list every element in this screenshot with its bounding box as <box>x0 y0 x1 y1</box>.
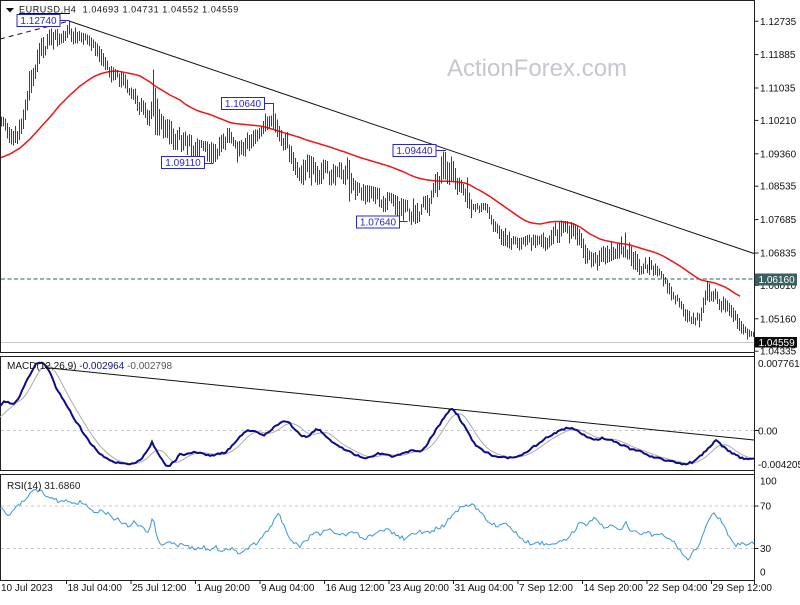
svg-text:29 Sep 12:00: 29 Sep 12:00 <box>713 583 773 594</box>
svg-text:RSI(14) 31.6860: RSI(14) 31.6860 <box>7 481 81 492</box>
svg-text:0.00: 0.00 <box>758 427 778 438</box>
svg-text:1.10210: 1.10210 <box>760 116 797 127</box>
svg-text:1.08535: 1.08535 <box>760 182 797 193</box>
svg-text:1.06010: 1.06010 <box>760 281 797 292</box>
svg-text:0: 0 <box>760 568 766 579</box>
svg-text:1.12740: 1.12740 <box>20 16 57 27</box>
svg-text:1.04335: 1.04335 <box>760 347 797 358</box>
svg-text:1.12735: 1.12735 <box>760 17 797 28</box>
svg-text:1.07640: 1.07640 <box>360 218 397 229</box>
svg-text:16 Aug 12:00: 16 Aug 12:00 <box>326 583 385 594</box>
svg-text:1.05160: 1.05160 <box>760 314 797 325</box>
svg-text:1.10640: 1.10640 <box>225 99 262 110</box>
svg-text:EURUSD,H4 1.04693 1.04731 1.0: EURUSD,H4 1.04693 1.04731 1.04552 1.0455… <box>19 5 239 15</box>
svg-text:18 Jul 04:00: 18 Jul 04:00 <box>68 583 123 594</box>
svg-text:25 Jul 12:00: 25 Jul 12:00 <box>132 583 187 594</box>
svg-text:1.09110: 1.09110 <box>165 158 201 169</box>
svg-text:7 Sep 12:00: 7 Sep 12:00 <box>519 583 573 594</box>
svg-text:1.04559: 1.04559 <box>759 338 796 349</box>
svg-text:1 Aug 20:00: 1 Aug 20:00 <box>197 583 251 594</box>
svg-text:10 Jul 2023: 10 Jul 2023 <box>1 583 53 594</box>
svg-text:23 Aug 20:00: 23 Aug 20:00 <box>390 583 449 594</box>
svg-text:30: 30 <box>760 544 772 555</box>
svg-text:-0.004205: -0.004205 <box>758 460 800 471</box>
svg-text:0.007761: 0.007761 <box>758 359 800 370</box>
svg-text:ActionForex.com: ActionForex.com <box>447 55 627 82</box>
svg-text:MACD(12,26,9) -0.002964 -0.002: MACD(12,26,9) -0.002964 -0.002798 <box>7 361 173 372</box>
svg-text:70: 70 <box>760 502 772 513</box>
svg-text:22 Sep 04:00: 22 Sep 04:00 <box>648 583 708 594</box>
svg-text:1.11885: 1.11885 <box>760 50 796 61</box>
svg-text:1.09440: 1.09440 <box>396 146 433 157</box>
svg-text:31 Aug 04:00: 31 Aug 04:00 <box>455 583 514 594</box>
svg-text:100: 100 <box>760 477 777 488</box>
svg-text:1.11035: 1.11035 <box>760 84 796 95</box>
svg-text:1.06160: 1.06160 <box>759 275 796 286</box>
svg-text:14 Sep 20:00: 14 Sep 20:00 <box>584 583 644 594</box>
svg-text:1.09360: 1.09360 <box>760 149 797 160</box>
svg-text:9 Aug 04:00: 9 Aug 04:00 <box>261 583 315 594</box>
svg-text:1.07685: 1.07685 <box>760 215 797 226</box>
svg-text:1.06835: 1.06835 <box>760 249 797 260</box>
